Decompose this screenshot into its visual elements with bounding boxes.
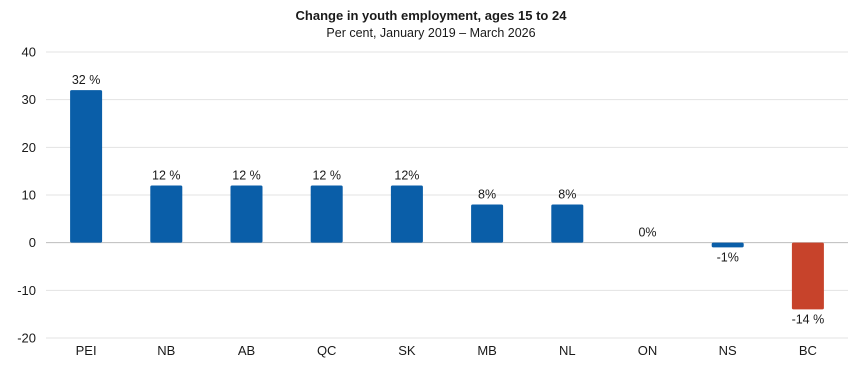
data-label-ns: -1% (717, 250, 739, 264)
y-tick-label: -10 (17, 283, 36, 298)
bar-bc (791, 242, 824, 310)
data-label-sk: 12% (394, 168, 419, 182)
x-tick-label: QC (317, 343, 337, 358)
y-tick-label: 20 (22, 140, 36, 155)
bar-ab (230, 185, 263, 243)
data-label-mb: 8% (478, 188, 496, 202)
x-tick-label: SK (398, 343, 416, 358)
chart-subtitle: Per cent, January 2019 – March 2026 (326, 26, 535, 40)
y-tick-label: 30 (22, 92, 36, 107)
y-tick-label: -20 (17, 331, 36, 346)
x-tick-label: NL (559, 343, 576, 358)
x-tick-label: NB (157, 343, 175, 358)
bar-pei (70, 90, 103, 243)
data-labels: 32 % 12 % 12 % 12 % 12% 8% 8% 0% -1% -14 % (72, 73, 824, 326)
bar-ns (711, 242, 744, 248)
x-tick-label: BC (799, 343, 817, 358)
bar-sk (390, 185, 423, 243)
x-tick-label: NS (719, 343, 737, 358)
chart-title: Change in youth employment, ages 15 to 2… (296, 8, 568, 23)
y-axis: 40 30 20 10 0 -10 -20 (17, 45, 36, 346)
data-label-qc: 12 % (312, 168, 341, 182)
data-label-nb: 12 % (152, 168, 181, 182)
bar-qc (310, 185, 343, 243)
x-axis: PEI NB AB QC SK MB NL ON NS BC (76, 343, 817, 358)
bar-nl (551, 204, 584, 243)
bar-mb (471, 204, 504, 243)
data-label-on: 0% (638, 226, 656, 240)
bar-nb (150, 185, 183, 243)
data-label-pei: 32 % (72, 73, 101, 87)
data-label-ab: 12 % (232, 168, 261, 182)
bars (70, 90, 824, 310)
x-tick-label: AB (238, 343, 255, 358)
data-label-nl: 8% (558, 188, 576, 202)
x-tick-label: MB (477, 343, 497, 358)
data-label-bc: -14 % (792, 312, 825, 326)
x-tick-label: PEI (76, 343, 97, 358)
y-tick-label: 10 (22, 188, 36, 203)
x-tick-label: ON (638, 343, 658, 358)
y-tick-label: 0 (29, 235, 36, 250)
y-tick-label: 40 (22, 45, 36, 60)
